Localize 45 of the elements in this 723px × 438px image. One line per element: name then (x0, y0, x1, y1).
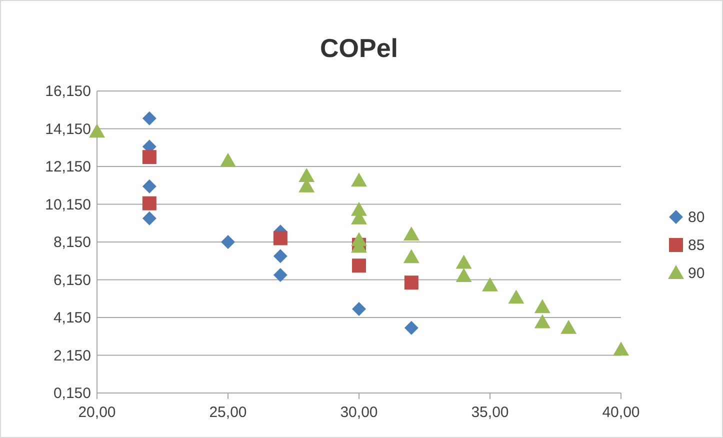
point (142, 150, 156, 164)
point (142, 179, 156, 194)
point (482, 277, 498, 292)
point (403, 226, 420, 240)
y-tick-label: 0,150 (53, 385, 91, 402)
legend-label: 90 (688, 265, 705, 282)
x-tick-label: 30,00 (340, 404, 378, 421)
point (351, 172, 367, 187)
chart-title: COPel (320, 33, 398, 63)
x-tick-label: 35,00 (471, 404, 509, 421)
point (220, 152, 236, 167)
point (534, 299, 550, 314)
point (403, 249, 420, 264)
y-tick-label: 14,150 (45, 120, 91, 138)
x-tick-label: 20,00 (78, 404, 116, 421)
point (221, 235, 235, 249)
point (89, 124, 105, 138)
point (142, 196, 156, 210)
y-tick-label: 12,150 (45, 158, 91, 176)
y-tick-label: 10,150 (45, 196, 91, 214)
legend-label: 80 (688, 209, 705, 226)
point (534, 314, 550, 328)
y-tick-label: 6,150 (53, 272, 91, 289)
point (273, 249, 288, 264)
y-tick-label: 8,150 (53, 234, 91, 251)
point (352, 302, 366, 316)
point (404, 320, 418, 335)
point (560, 320, 577, 334)
y-tick-label: 4,150 (53, 310, 91, 326)
y-tick-label: 2,150 (53, 347, 91, 364)
x-tick-label: 25,00 (209, 404, 247, 421)
point (352, 258, 366, 273)
point (404, 276, 418, 290)
point (456, 254, 472, 269)
x-tick-label: 40,00 (602, 404, 640, 421)
point (298, 168, 315, 182)
point (142, 211, 156, 226)
point (613, 342, 629, 356)
point (508, 290, 524, 304)
point (273, 268, 288, 282)
point (456, 268, 472, 282)
point (142, 111, 156, 126)
point (273, 231, 288, 246)
y-tick-label: 16,150 (45, 83, 91, 100)
legend-label: 85 (688, 237, 705, 254)
